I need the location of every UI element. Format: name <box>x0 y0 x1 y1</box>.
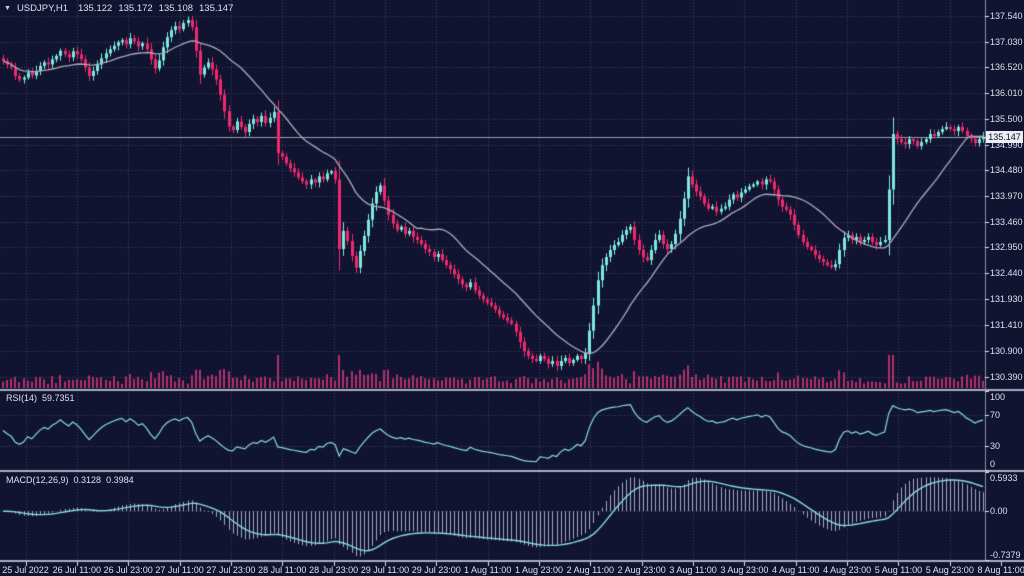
main-chart-panel[interactable] <box>0 0 985 389</box>
rsi-panel[interactable] <box>0 391 985 470</box>
macd-panel[interactable] <box>0 472 985 560</box>
